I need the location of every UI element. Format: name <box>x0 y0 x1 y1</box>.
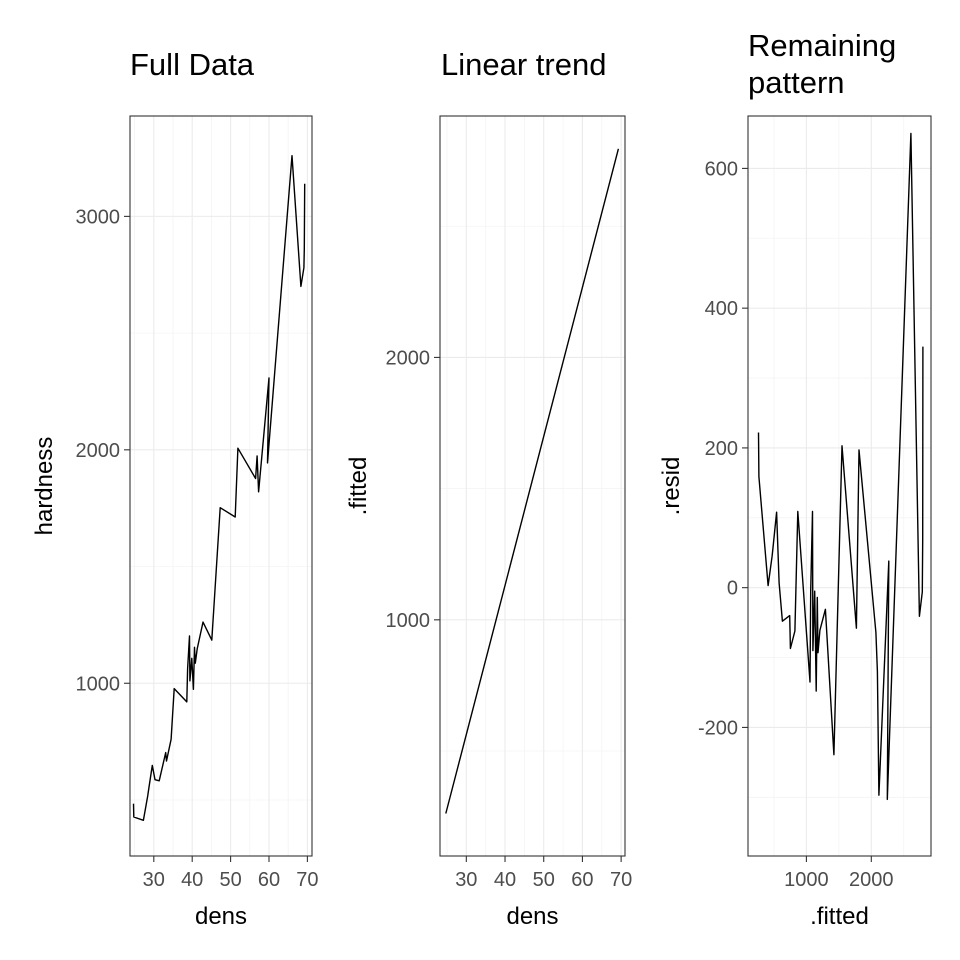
series-line-1 <box>132 154 306 821</box>
chart-panel-3: 1000 2000 -200 0 200 400 600 Remaining pattern .f… <box>658 28 932 930</box>
x-axis-title: .fitted <box>810 903 869 930</box>
x-tick-label: 50 <box>533 869 555 891</box>
x-tick-label: 1000 <box>784 869 829 891</box>
y-tick-label: -200 <box>698 717 738 739</box>
y-tick-label: 600 <box>705 158 738 180</box>
x-tick-label: 30 <box>143 869 165 891</box>
panel-border <box>129 115 313 857</box>
chart-panel-2: 30 40 50 60 70 1000 2000 Linear trend dens .fitte… <box>345 47 632 930</box>
chart-panel-1: 30 40 50 60 70 1000 2000 3000 Full Data dens hardn… <box>31 47 319 930</box>
y-tick-label: 3000 <box>76 206 121 228</box>
series-line-1 <box>757 132 924 801</box>
x-tick-label: 60 <box>571 869 593 891</box>
y-tick-label: 2000 <box>76 440 121 462</box>
x-tick-label: 70 <box>610 869 632 891</box>
y-axis-title: .fitted <box>345 457 372 516</box>
y-axis-title: .resid <box>658 457 685 516</box>
x-axis-title: dens <box>506 903 558 930</box>
y-tick-label: 400 <box>705 298 738 320</box>
panel-title: Full Data <box>130 47 255 82</box>
panel-border <box>439 115 626 857</box>
y-tick-label: 2000 <box>386 347 431 369</box>
panel-title: Linear trend <box>441 47 606 82</box>
x-axis-title: dens <box>195 903 247 930</box>
series-line-1 <box>445 148 620 814</box>
x-tick-label: 70 <box>296 869 318 891</box>
y-tick-label: 1000 <box>76 673 121 695</box>
y-axis-title: hardness <box>31 437 58 536</box>
y-tick-label: 1000 <box>386 610 431 632</box>
x-tick-label: 2000 <box>849 869 894 891</box>
y-tick-label: 200 <box>705 438 738 460</box>
x-tick-label: 30 <box>455 869 477 891</box>
panel-title: Remaining pattern <box>748 28 896 100</box>
panel-border <box>747 115 932 857</box>
y-tick-label: 0 <box>727 578 738 600</box>
x-tick-label: 40 <box>494 869 516 891</box>
x-tick-label: 40 <box>181 869 203 891</box>
x-tick-label: 50 <box>219 869 241 891</box>
x-tick-label: 60 <box>258 869 280 891</box>
